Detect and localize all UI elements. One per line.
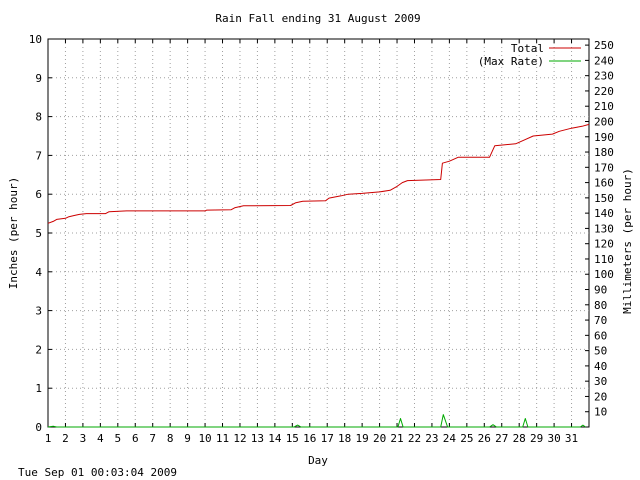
x-tick-label: 4 bbox=[97, 432, 104, 445]
y-tick-label-left: 10 bbox=[29, 33, 42, 46]
series-lines bbox=[47, 123, 590, 428]
x-tick-label: 25 bbox=[460, 432, 473, 445]
x-tick-label: 30 bbox=[547, 432, 560, 445]
x-tick-label: 21 bbox=[390, 432, 403, 445]
x-tick-label: 1 bbox=[45, 432, 52, 445]
y-tick-label-right: 140 bbox=[594, 207, 614, 220]
y-tick-label-right: 100 bbox=[594, 268, 614, 281]
y-tick-label-left: 7 bbox=[35, 149, 42, 162]
x-tick-label: 31 bbox=[565, 432, 578, 445]
x-tick-label: 29 bbox=[530, 432, 543, 445]
y-tick-label-right: 150 bbox=[594, 192, 614, 205]
y-tick-label-left: 3 bbox=[35, 305, 42, 318]
x-tick-label: 26 bbox=[478, 432, 491, 445]
x-tick-label: 28 bbox=[513, 432, 526, 445]
y-tick-label-right: 60 bbox=[594, 329, 607, 342]
x-tick-label: 12 bbox=[233, 432, 246, 445]
y-tick-label-right: 50 bbox=[594, 345, 607, 358]
y-tick-label-right: 250 bbox=[594, 39, 614, 52]
x-tick-label: 14 bbox=[268, 432, 282, 445]
y-tick-label-right: 120 bbox=[594, 238, 614, 251]
y-tick-label-left: 4 bbox=[35, 266, 42, 279]
y-tick-label-left: 9 bbox=[35, 72, 42, 85]
y-tick-label-left: 1 bbox=[35, 382, 42, 395]
x-tick-label: 10 bbox=[198, 432, 211, 445]
y-tick-label-right: 20 bbox=[594, 390, 607, 403]
x-axis-label: Day bbox=[308, 454, 328, 467]
y-tick-label-left: 2 bbox=[35, 343, 42, 356]
y-tick-label-right: 170 bbox=[594, 161, 614, 174]
y-tick-label-right: 230 bbox=[594, 70, 614, 83]
y-tick-label-right: 220 bbox=[594, 85, 614, 98]
y-tick-label-right: 10 bbox=[594, 406, 607, 419]
y-tick-label-right: 80 bbox=[594, 299, 607, 312]
y-axis-label-left: Inches (per hour) bbox=[7, 177, 20, 290]
y-tick-label-right: 40 bbox=[594, 360, 607, 373]
y-tick-label-right: 130 bbox=[594, 222, 614, 235]
x-tick-label: 7 bbox=[149, 432, 156, 445]
y-tick-label-left: 6 bbox=[35, 188, 42, 201]
y-tick-label-right: 90 bbox=[594, 284, 607, 297]
x-tick-label: 2 bbox=[62, 432, 69, 445]
x-tick-label: 11 bbox=[216, 432, 229, 445]
x-tick-label: 16 bbox=[303, 432, 316, 445]
y-tick-label-right: 200 bbox=[594, 115, 614, 128]
y-tick-label-right: 110 bbox=[594, 253, 614, 266]
y-tick-label-left: 8 bbox=[35, 111, 42, 124]
x-tick-label: 6 bbox=[132, 432, 139, 445]
x-tick-label: 17 bbox=[321, 432, 334, 445]
x-tick-label: 22 bbox=[408, 432, 421, 445]
y-tick-label-right: 160 bbox=[594, 177, 614, 190]
legend: Total (Max Rate) bbox=[478, 42, 581, 68]
y-tick-label-right: 30 bbox=[594, 375, 607, 388]
y-tick-label-right: 190 bbox=[594, 131, 614, 144]
legend-label-max-rate: (Max Rate) bbox=[478, 55, 544, 68]
legend-label-total: Total bbox=[511, 42, 544, 55]
x-tick-label: 13 bbox=[251, 432, 264, 445]
x-tick-label: 19 bbox=[356, 432, 369, 445]
plot-frame bbox=[47, 38, 590, 428]
y-tick-label-right: 210 bbox=[594, 100, 614, 113]
x-tick-label: 8 bbox=[167, 432, 174, 445]
y-axis-label-right: Millimeters (per hour) bbox=[621, 168, 634, 314]
x-tick-label: 3 bbox=[80, 432, 87, 445]
x-tick-label: 24 bbox=[443, 432, 457, 445]
chart-title: Rain Fall ending 31 August 2009 bbox=[215, 12, 420, 25]
series-line-1 bbox=[47, 414, 586, 428]
x-tick-label: 5 bbox=[114, 432, 121, 445]
x-tick-label: 23 bbox=[425, 432, 438, 445]
series-line-0 bbox=[47, 123, 590, 224]
x-tick-label: 15 bbox=[286, 432, 299, 445]
y-tick-label-left: 5 bbox=[35, 227, 42, 240]
y-tick-label-right: 180 bbox=[594, 146, 614, 159]
x-tick-label: 18 bbox=[338, 432, 351, 445]
x-tick-label: 9 bbox=[184, 432, 191, 445]
y-tick-label-left: 0 bbox=[35, 421, 42, 434]
y-tick-label-right: 240 bbox=[594, 54, 614, 67]
grid bbox=[48, 39, 589, 427]
x-tick-label: 20 bbox=[373, 432, 386, 445]
y-tick-label-right: 70 bbox=[594, 314, 607, 327]
timestamp: Tue Sep 01 00:03:04 2009 bbox=[18, 466, 177, 479]
x-tick-label: 27 bbox=[495, 432, 508, 445]
axis-ticks: 1 2 3 4 5 6 7 8 9 10 11 12 13 14 15 16 17 18 19 20 21 22 23 24 2… bbox=[29, 33, 614, 445]
